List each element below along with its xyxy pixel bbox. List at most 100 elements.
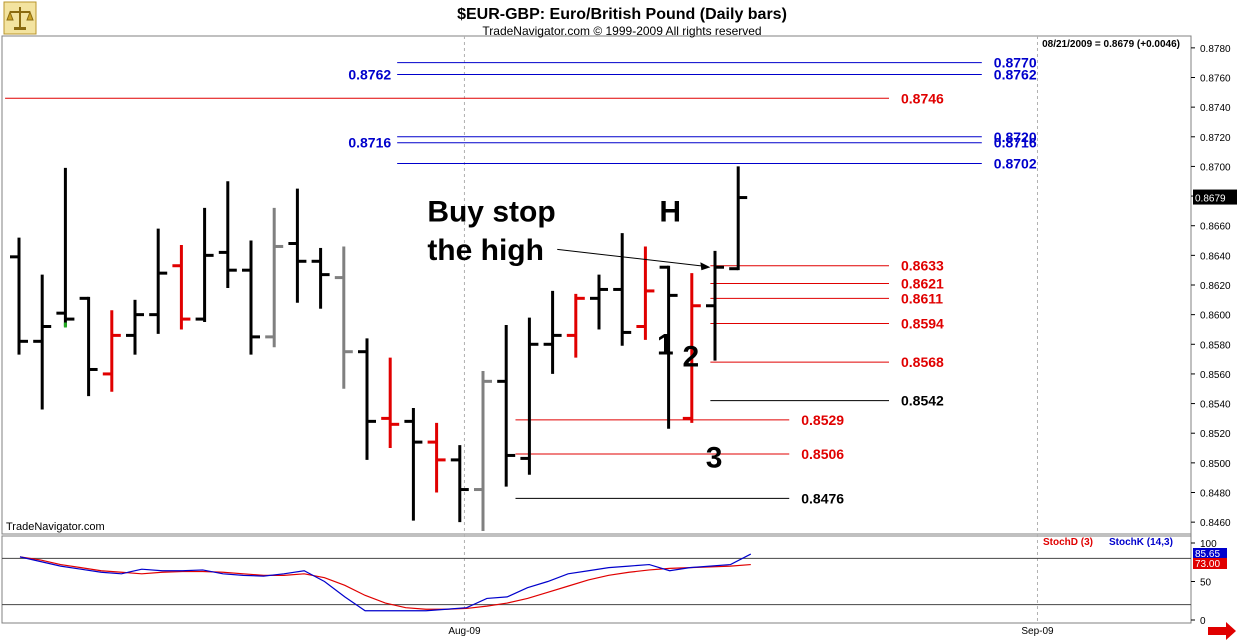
level-lines: 0.87700.87620.87620.87460.87200.87160.87… (5, 55, 1037, 506)
level-label: 0.8476 (801, 490, 844, 506)
date-axis: Aug-09 Sep-09 (448, 626, 1054, 637)
annotation-text: Buy stop (427, 195, 555, 228)
chart-subtitle: TradeNavigator.com © 1999-2009 All right… (482, 24, 761, 38)
stoch-y-tick-label: 100 (1200, 539, 1217, 550)
scales-icon[interactable] (3, 1, 37, 35)
y-tick-label: 0.8700 (1200, 162, 1231, 173)
x-tick-label: Sep-09 (1021, 626, 1054, 637)
ohlc-bar (474, 370, 492, 532)
stoch-last-label: 85.65 (1195, 549, 1220, 560)
ohlc-bar (10, 237, 28, 355)
level-label: 0.8594 (901, 316, 944, 332)
ohlc-bar (172, 244, 191, 330)
ohlc-bar (706, 250, 724, 361)
y-tick-label: 0.8660 (1200, 222, 1231, 233)
y-tick-label: 0.8580 (1200, 340, 1231, 351)
ohlc-bar (56, 167, 75, 328)
ohlc-bar (242, 240, 260, 355)
price-bars (10, 166, 748, 532)
level-label: 0.8506 (801, 446, 844, 462)
ohlc-bar (613, 233, 632, 346)
stoch-last-label: 73.00 (1195, 559, 1220, 570)
stochastic-lines: StochD (3) StochK (14,3) (2, 537, 1191, 612)
level-label: 0.8611 (901, 290, 943, 306)
y-tick-label: 0.8720 (1200, 133, 1231, 144)
legend-entry: StochD (3) (1043, 537, 1093, 548)
ohlc-bar (149, 228, 168, 334)
y-tick-label: 0.8640 (1200, 251, 1231, 262)
y-tick-label: 0.8600 (1200, 311, 1231, 322)
ohlc-bar (427, 422, 446, 493)
ohlc-bar (636, 246, 655, 340)
ohlc-bar (520, 317, 539, 475)
ohlc-bar (334, 246, 353, 389)
ohlc-bar (566, 293, 585, 358)
level-label-left: 0.8762 (348, 67, 391, 83)
level-label: 0.8762 (994, 67, 1037, 83)
ohlc-bar (33, 274, 52, 410)
annotation-text: 3 (706, 441, 723, 474)
stoch-y-tick-label: 0 (1200, 616, 1206, 627)
ohlc-bar (659, 265, 678, 429)
stoch-series-line (19, 556, 751, 610)
grid-lines (463, 36, 1038, 623)
stoch-panel (1, 535, 1192, 624)
level-label: 0.8542 (901, 393, 944, 409)
stoch-last-box (1193, 548, 1227, 559)
level-label: 0.8702 (994, 155, 1037, 171)
ohlc-bar (195, 207, 214, 323)
y-tick-label: 0.8760 (1200, 74, 1231, 85)
ohlc-bar (543, 290, 562, 374)
arrow-right-icon[interactable] (1208, 622, 1236, 640)
y-tick-label: 0.8780 (1200, 44, 1231, 55)
annotation-text: the high (427, 234, 544, 267)
chart-title: $EUR-GBP: Euro/British Pound (Daily bars… (457, 6, 787, 23)
ohlc-bar (265, 207, 284, 348)
y-tick-label: 0.8500 (1200, 459, 1231, 470)
y-tick-label: 0.8620 (1200, 281, 1231, 292)
ohlc-bar (288, 188, 307, 303)
annotation-arrowhead (700, 262, 711, 271)
ohlc-bar (218, 181, 237, 288)
ohlc-bar (311, 247, 330, 309)
price-axis: 0.87800.87600.87400.87200.87000.86800.86… (1191, 44, 1237, 529)
ohlc-bar (682, 273, 701, 423)
ohlc-bar (590, 274, 608, 330)
stoch-series-line (19, 553, 752, 612)
stoch-last-box (1193, 558, 1227, 569)
last-value-readout: 08/21/2009 = 0.8679 (+0.0046) (1042, 39, 1180, 50)
ohlc-bar (126, 299, 144, 355)
last-price-box (1193, 189, 1237, 205)
annotation-text: 1 (657, 329, 674, 362)
y-tick-label: 0.8520 (1200, 429, 1231, 440)
level-label: 0.8770 (994, 55, 1037, 71)
level-label-left: 0.8716 (348, 135, 391, 151)
ohlc-bar (497, 325, 516, 487)
y-tick-label: 0.8540 (1200, 400, 1231, 411)
annotation-text: 2 (683, 341, 700, 374)
ohlc-bar (404, 408, 423, 521)
level-label: 0.8621 (901, 276, 944, 292)
level-label: 0.8568 (901, 354, 944, 370)
ohlc-bar (79, 296, 98, 397)
annotations: Buy stop the high H 1 2 3 (427, 195, 722, 474)
ohlc-bar (381, 357, 400, 449)
ohlc-bar (450, 445, 469, 523)
ohlc-bar (102, 310, 121, 392)
y-tick-label: 0.8480 (1200, 489, 1231, 500)
level-label: 0.8633 (901, 258, 944, 274)
y-tick-label: 0.8560 (1200, 370, 1231, 381)
legend-entry: StochK (14,3) (1109, 537, 1173, 548)
ohlc-bar (729, 166, 748, 271)
last-price-label: 0.8679 (1195, 194, 1226, 205)
annotation-arrow (557, 248, 705, 267)
level-label: 0.8716 (994, 135, 1037, 151)
annotation-text: H (659, 195, 681, 228)
y-tick-label: 0.8460 (1200, 518, 1231, 529)
watermark-text: TradeNavigator.com (6, 521, 105, 533)
level-label: 0.8746 (901, 90, 944, 106)
ohlc-bar (358, 338, 376, 460)
